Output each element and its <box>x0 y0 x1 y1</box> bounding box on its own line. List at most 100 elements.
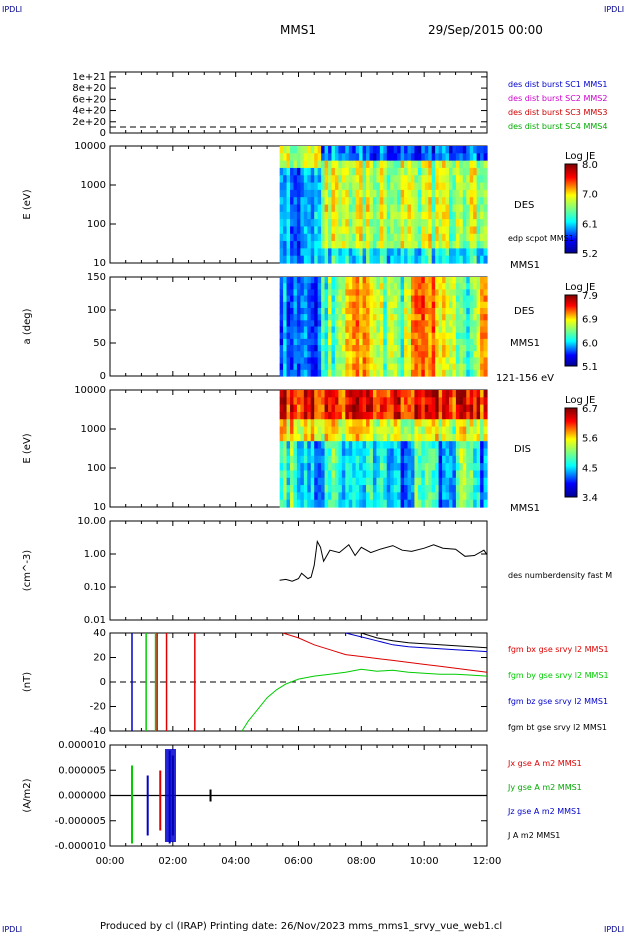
heatmap-cell <box>303 211 308 220</box>
heatmap-cell <box>407 241 412 249</box>
y-axis-label: (cm^-3) <box>22 550 33 591</box>
heatmap-cell <box>324 320 329 328</box>
heatmap-cell <box>334 211 339 220</box>
heatmap-cell <box>283 492 288 501</box>
heatmap-cell <box>359 314 364 321</box>
heatmap-cell <box>348 404 353 413</box>
heatmap-cell <box>480 197 485 206</box>
heatmap-cell <box>390 477 395 486</box>
heatmap-cell <box>404 301 409 309</box>
heatmap-cell <box>466 485 471 493</box>
heatmap-cell <box>283 470 288 479</box>
heatmap-cell <box>462 307 467 315</box>
heatmap-cell <box>348 211 353 220</box>
heatmap-cell <box>296 485 301 493</box>
heatmap-cell <box>480 295 485 303</box>
heatmap-cell <box>404 289 409 297</box>
heatmap-cell <box>462 219 467 228</box>
heatmap-cell <box>383 441 388 450</box>
heatmap-cell <box>372 419 378 428</box>
heatmap-cell <box>303 160 308 169</box>
heatmap-cell <box>283 477 288 486</box>
heatmap-cell <box>459 241 464 249</box>
heatmap-cell <box>317 326 322 334</box>
heatmap-cell <box>455 160 460 169</box>
heatmap-cell <box>476 499 481 508</box>
heatmap-cell <box>283 189 288 198</box>
heatmap-cell <box>428 470 433 479</box>
heatmap-cell <box>476 219 481 228</box>
heatmap-cell <box>435 153 440 162</box>
heatmap-cell <box>362 463 367 472</box>
heatmap-cell <box>345 197 350 206</box>
heatmap-cell <box>466 153 471 162</box>
heatmap-cell <box>290 397 295 406</box>
heatmap-cell <box>372 363 378 371</box>
heatmap-cell <box>369 153 374 162</box>
heatmap-cell <box>455 390 460 398</box>
heatmap-cell <box>293 433 298 442</box>
heatmap-cell <box>376 485 381 493</box>
heatmap-cell <box>480 248 485 257</box>
heatmap-cell <box>462 390 467 398</box>
heatmap-cell <box>338 295 343 303</box>
heatmap-cell <box>379 433 384 442</box>
heatmap-cell <box>397 470 402 479</box>
heatmap-cell <box>293 314 298 321</box>
heatmap-cell <box>476 197 481 206</box>
heatmap-cell <box>417 338 422 346</box>
heatmap-cell <box>424 160 429 169</box>
heatmap-cell <box>286 283 291 290</box>
heatmap-cell <box>386 255 391 264</box>
heatmap-cell <box>386 326 391 334</box>
heatmap-cell <box>314 219 319 228</box>
heatmap-cell <box>379 277 384 284</box>
heatmap-cell <box>345 470 350 479</box>
heatmap-cell <box>455 320 460 328</box>
heatmap-cell <box>359 363 364 371</box>
heatmap-cell <box>459 167 464 176</box>
heatmap-cell <box>424 463 429 472</box>
heatmap-cell <box>483 307 488 315</box>
heatmap-cell <box>300 441 305 450</box>
heatmap-cell <box>283 160 288 169</box>
heatmap-cell <box>331 160 336 169</box>
heatmap-cell <box>459 283 464 290</box>
heatmap-cell <box>331 301 336 309</box>
heatmap-cell <box>334 146 339 154</box>
heatmap-cell <box>362 455 367 464</box>
heatmap-cell <box>404 160 409 169</box>
heatmap-cell <box>442 426 447 435</box>
heatmap-cell <box>366 448 371 457</box>
heatmap-cell <box>379 326 384 334</box>
heatmap-cell <box>455 204 460 213</box>
heatmap-cell <box>345 397 350 406</box>
heatmap-cell <box>397 167 402 176</box>
heatmap-cell <box>476 211 481 220</box>
heatmap-cell <box>397 426 402 435</box>
colorbar-tick-label: 6.9 <box>582 315 598 326</box>
heatmap-cell <box>442 441 447 450</box>
heatmap-cell <box>400 146 405 154</box>
heatmap-cell <box>424 499 429 508</box>
heatmap-cell <box>338 345 343 352</box>
heatmap-cell <box>445 226 450 235</box>
heatmap-cell <box>352 241 357 249</box>
heatmap-cell <box>476 357 481 365</box>
heatmap-cell <box>362 283 367 290</box>
heatmap-cell <box>462 499 467 508</box>
heatmap-cell <box>307 397 312 406</box>
heatmap-cell <box>283 357 288 365</box>
heatmap-cell <box>445 332 450 340</box>
heatmap-cell <box>455 397 460 406</box>
heatmap-cell <box>386 404 391 413</box>
heatmap-cell <box>421 332 426 340</box>
heatmap-cell <box>303 167 308 176</box>
heatmap-cell <box>428 390 433 398</box>
heatmap-cell <box>321 345 326 352</box>
heatmap-cell <box>424 241 429 249</box>
heatmap-cell <box>355 411 360 420</box>
current-burst-block <box>164 749 176 842</box>
heatmap-cell <box>317 351 322 359</box>
heatmap-cell <box>328 160 333 169</box>
